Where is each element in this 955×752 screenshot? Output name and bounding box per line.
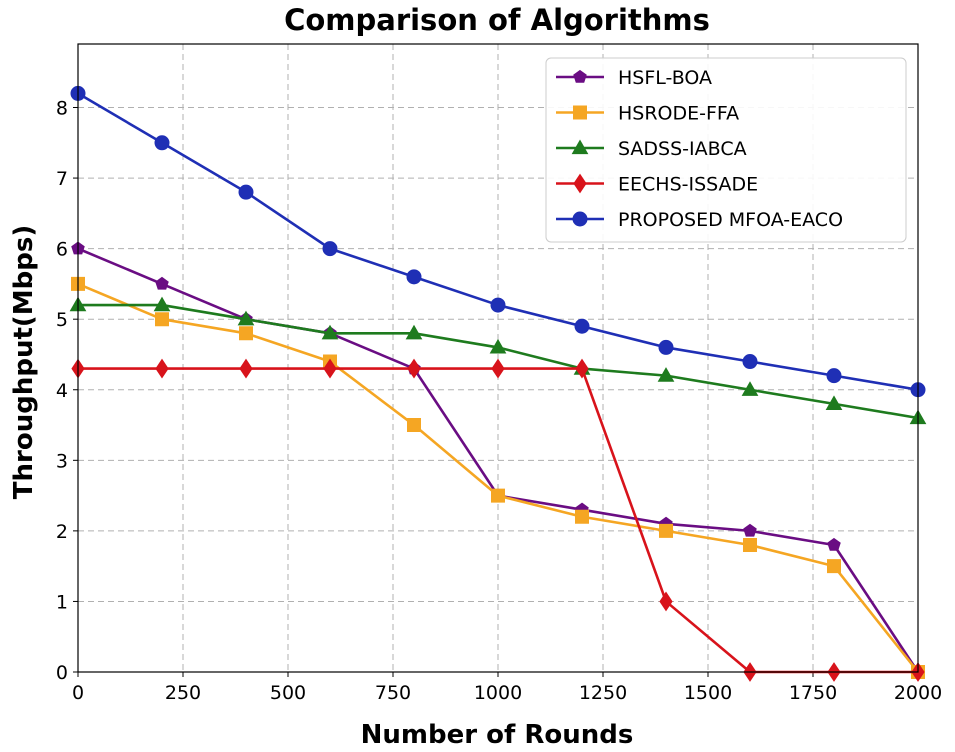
data-point: [743, 537, 757, 552]
data-point: [238, 184, 254, 200]
data-point: [153, 296, 171, 312]
data-point: [743, 523, 757, 537]
data-point: [489, 338, 507, 354]
y-tick-label: 2: [56, 521, 68, 543]
data-point: [575, 509, 589, 524]
legend-label: EECHS-ISSADE: [618, 174, 758, 196]
legend-label: SADSS-IABCA: [618, 138, 747, 160]
legend-box: [545, 57, 907, 243]
data-point: [742, 354, 758, 370]
x-tick-label: 1750: [789, 682, 837, 704]
y-tick-label: 3: [56, 450, 68, 472]
x-axis-label: Number of Rounds: [361, 720, 634, 750]
data-point: [741, 381, 759, 396]
legend-label: HSFL-BOA: [618, 67, 712, 89]
y-axis-label: Throughput(Mbps): [9, 225, 39, 499]
legend-label: HSRODE-FFA: [618, 103, 739, 125]
data-point: [491, 358, 505, 379]
legend-label: PROPOSED MFOA-EACO: [618, 209, 843, 231]
data-point: [406, 269, 422, 285]
data-point: [322, 241, 338, 257]
data-point: [239, 358, 253, 379]
y-tick-label: 6: [56, 239, 68, 261]
data-point: [321, 324, 339, 340]
x-tick-label: 0: [72, 682, 84, 704]
legend-swatch-marker: [573, 173, 587, 194]
data-point: [155, 312, 169, 327]
data-point: [155, 358, 169, 379]
data-point: [658, 339, 674, 355]
data-point: [575, 358, 589, 379]
data-point: [657, 367, 675, 382]
x-tick-label: 1500: [684, 682, 732, 704]
series-hsrode-ffa: [71, 276, 925, 679]
data-point: [154, 135, 170, 151]
x-tick-label: 2000: [894, 682, 942, 704]
data-point: [239, 326, 253, 341]
y-tick-label: 7: [56, 168, 68, 190]
data-point: [827, 537, 841, 551]
x-tick-label: 500: [270, 682, 306, 704]
axis-ticks: 0 250 500 750 1000 1250 1500 1750 2000 0 1 2 3 4 5 6 7 8: [56, 98, 942, 704]
x-tick-label: 250: [165, 682, 201, 704]
data-point: [237, 310, 255, 326]
y-tick-label: 4: [56, 380, 68, 402]
data-point: [827, 559, 841, 574]
data-point: [155, 276, 169, 290]
legend: HSFL-BOA HSRODE-FFA SADSS-IABCA EECHS-ISSAD…: [545, 57, 907, 243]
legend-swatch-marker: [571, 139, 589, 155]
x-tick-label: 750: [375, 682, 411, 704]
data-point: [659, 523, 673, 538]
data-point: [407, 418, 421, 433]
data-point: [574, 318, 590, 334]
y-tick-label: 5: [56, 309, 68, 331]
data-point: [491, 488, 505, 503]
legend-swatch-marker: [572, 211, 588, 227]
series-proposed-mfoa-eaco: [70, 85, 926, 398]
chart-title: Comparison of Algorithms: [284, 3, 710, 37]
legend-swatch-marker: [573, 105, 587, 120]
data-point: [407, 358, 421, 379]
data-point: [825, 395, 843, 410]
plot-frame: [77, 43, 919, 673]
x-tick-label: 1000: [474, 682, 522, 704]
data-point: [659, 591, 673, 612]
data-point: [826, 368, 842, 384]
x-tick-label: 1250: [579, 682, 627, 704]
data-point: [405, 324, 423, 340]
y-tick-label: 1: [56, 591, 68, 613]
y-tick-label: 0: [56, 662, 68, 684]
legend-swatch-marker: [573, 69, 587, 83]
data-point: [490, 297, 506, 313]
y-tick-label: 8: [56, 98, 68, 120]
data-point: [323, 358, 337, 379]
